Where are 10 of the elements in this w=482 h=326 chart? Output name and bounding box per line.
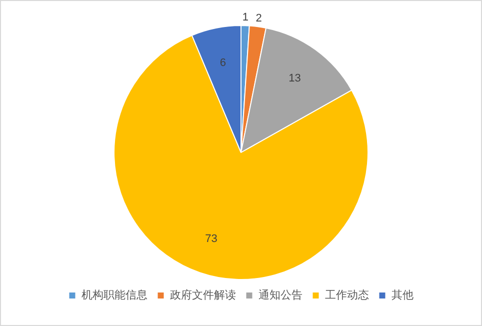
legend-label: 其他 — [391, 288, 414, 302]
data-label: 1 — [242, 12, 249, 24]
legend-label: 机构职能信息 — [81, 288, 148, 302]
legend-label: 通知公告 — [258, 288, 302, 302]
data-label: 6 — [220, 56, 226, 69]
data-label: 73 — [205, 233, 218, 246]
data-label: 13 — [288, 72, 301, 85]
legend-label: 工作动态 — [324, 288, 369, 302]
legend-label: 政府文件解读 — [170, 288, 236, 302]
data-label: 2 — [256, 12, 262, 25]
